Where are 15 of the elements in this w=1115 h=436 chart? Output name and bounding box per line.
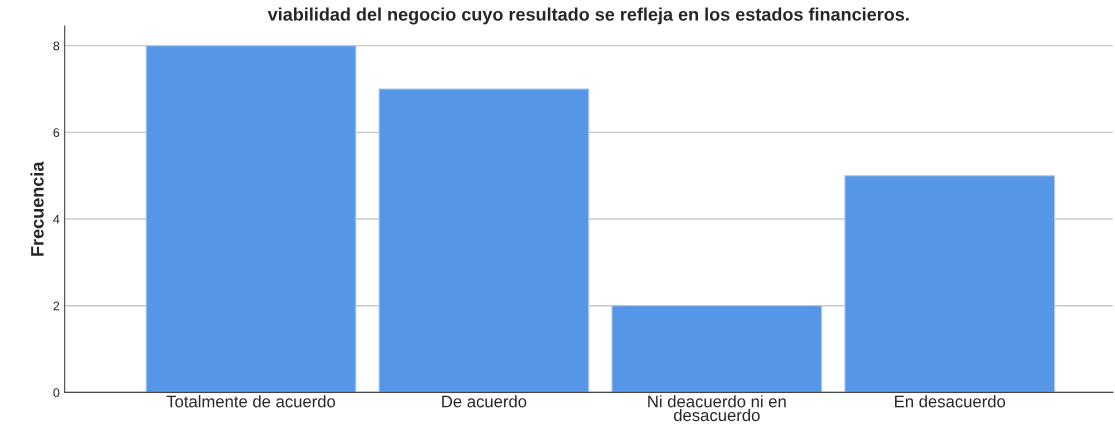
y-tick-label: 4 [53,214,60,224]
chart-title: viabilidad del negocio cuyo resultado se refleja en los estados financieros. [267,7,909,25]
bar [145,45,357,393]
y-tick-label: 6 [53,128,60,137]
bar [611,305,823,393]
y-tick-label: 2 [53,301,60,311]
y-tick-label: 0 [53,388,60,398]
bar [844,175,1056,393]
bar [378,88,590,393]
x-tick-label: En desacuerdo [895,395,1006,408]
y-tick-label: 8 [53,41,60,51]
x-tick-label: Ni deacuerdo ni en desacuerdo [648,395,786,422]
x-tick-label: Totalmente de acuerdo [166,395,336,408]
y-axis-title: Frecuencia [30,161,44,256]
x-tick-label: De acuerdo [442,395,527,408]
